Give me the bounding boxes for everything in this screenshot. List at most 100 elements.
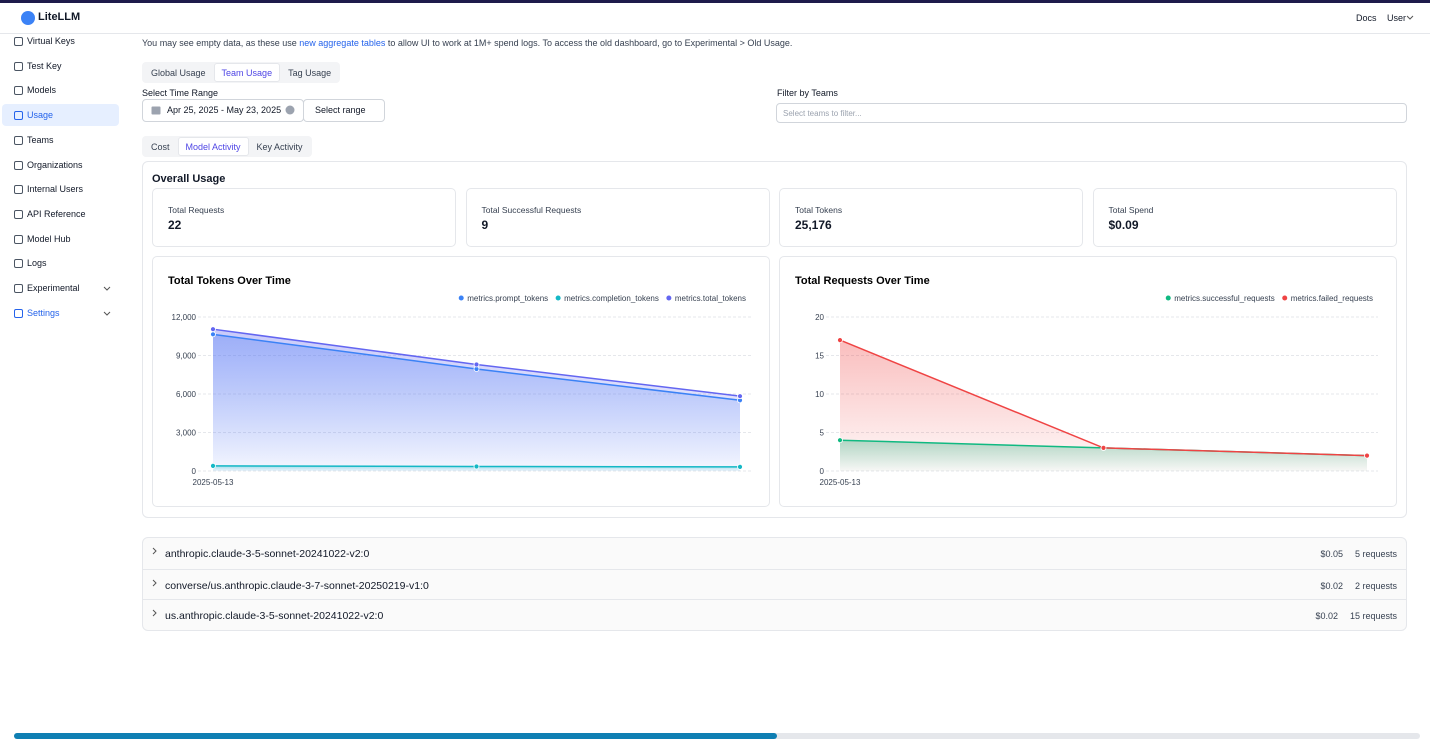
chart-card — [779, 256, 1397, 507]
header: LiteLLM Docs User — [0, 3, 1430, 34]
notice-link[interactable]: new aggregate tables — [299, 38, 386, 48]
nav-icon — [14, 37, 23, 46]
chart-title: Total Requests Over Time — [795, 275, 930, 287]
chart-title: Total Tokens Over Time — [168, 275, 291, 287]
stat-label: Total Successful Requests — [481, 205, 582, 215]
nav-icon — [14, 160, 23, 170]
expand-icon[interactable] — [152, 547, 158, 555]
active-bg — [2, 104, 119, 127]
team-select[interactable]: Select teams to filter... — [776, 103, 1407, 123]
stat-value: 22 — [168, 218, 182, 232]
tab[interactable]: Key Activity — [256, 142, 303, 152]
stat-label: Total Tokens — [795, 205, 843, 215]
y-tick-label: 6,000 — [176, 390, 197, 399]
stat-card: Total Tokens 25,176 — [779, 188, 1083, 247]
legend-dot — [1282, 295, 1288, 301]
calendar-icon — [151, 106, 161, 115]
range-button[interactable]: Select range — [303, 99, 385, 122]
model-row[interactable]: anthropic.claude-3-5-sonnet-20241022-v2:… — [143, 538, 1406, 568]
expand-icon[interactable] — [152, 609, 158, 617]
legend-label: metrics.total_tokens — [675, 294, 746, 303]
y-tick-label: 0 — [820, 467, 825, 476]
model-row[interactable]: converse/us.anthropic.claude-3-7-sonnet-… — [143, 568, 1406, 600]
point — [837, 337, 843, 344]
nav-item[interactable]: Test Key — [27, 60, 62, 71]
nav-item[interactable]: API Reference — [27, 208, 86, 219]
model-row[interactable]: us.anthropic.claude-3-5-sonnet-20241022-… — [143, 599, 1406, 630]
nav-icon — [14, 284, 23, 293]
chevron-path — [152, 609, 157, 617]
tab[interactable]: Cost — [151, 142, 170, 152]
date-value: Apr 25, 2025 - May 23, 2025 — [167, 105, 282, 115]
nav-item[interactable]: Organizations — [27, 159, 83, 170]
nav-icon — [14, 185, 23, 195]
stat-card: Total Successful Requests 9 — [465, 188, 770, 247]
nav-item[interactable]: Model Hub — [27, 233, 71, 244]
user-menu[interactable]: User — [1387, 13, 1407, 23]
model-requests: 5 requests — [1354, 549, 1397, 559]
area — [213, 329, 740, 471]
tab[interactable]: Tag Usage — [288, 68, 332, 78]
chart-card — [152, 256, 770, 507]
nav-item[interactable]: Teams — [27, 134, 54, 145]
brand: LiteLLM — [38, 11, 81, 23]
nav-item[interactable]: Models — [27, 85, 57, 96]
chevron — [103, 311, 111, 316]
point — [210, 326, 216, 333]
tab[interactable]: Model Activity — [177, 137, 249, 156]
model-spend: $0.02 — [1320, 580, 1343, 591]
model-name: us.anthropic.claude-3-5-sonnet-20241022-… — [165, 610, 384, 622]
model-requests: 15 requests — [1349, 611, 1397, 621]
nav-icon — [14, 111, 23, 121]
point — [210, 462, 216, 469]
legend-dot — [1165, 295, 1171, 301]
chevron — [1406, 15, 1414, 20]
y-tick-label: 12,000 — [172, 313, 197, 322]
notice: You may see empty data, as these use new… — [142, 38, 792, 48]
docs-link[interactable]: Docs — [1356, 13, 1377, 23]
overall-title: Overall Usage — [152, 173, 226, 185]
chevron-path — [152, 579, 157, 586]
stat-value: $0.09 — [1108, 218, 1139, 232]
model-list: anthropic.claude-3-5-sonnet-20241022-v2:… — [142, 537, 1407, 631]
point — [473, 463, 480, 470]
model-requests: 2 requests — [1354, 580, 1397, 591]
nav-item[interactable]: Logs — [27, 258, 47, 269]
nav-item[interactable]: Internal Users — [27, 184, 84, 195]
nav-item[interactable]: Experimental — [27, 283, 80, 293]
legend-dot — [555, 295, 561, 301]
nav-item[interactable]: Usage — [27, 110, 54, 121]
nav-item[interactable]: Virtual Keys — [27, 36, 75, 46]
overall-panel — [142, 161, 1407, 518]
tab[interactable]: Team Usage — [213, 63, 281, 82]
y-tick-label: 20 — [815, 313, 824, 322]
nav-icon — [14, 209, 23, 219]
notice-text: You may see empty data, as these use — [142, 38, 297, 48]
subtabs: Cost Model Activity Key Activity — [142, 136, 312, 157]
clear-icon[interactable] — [285, 105, 295, 115]
legend-label: metrics.completion_tokens — [564, 294, 659, 303]
chevron — [103, 286, 111, 291]
legend-dot — [458, 295, 464, 301]
y-tick-label: 0 — [192, 467, 197, 476]
nav-icon — [14, 308, 23, 318]
nav-icon — [14, 86, 23, 96]
chevron-path — [103, 311, 111, 316]
nav-item[interactable]: Settings — [27, 307, 60, 318]
placeholder: Select teams to filter... — [783, 109, 862, 118]
point — [1100, 444, 1107, 451]
y-tick-label: 10 — [815, 390, 824, 399]
area — [840, 340, 1367, 471]
date-picker[interactable]: Apr 25, 2025 - May 23, 2025 — [142, 99, 304, 122]
stat-value: 9 — [481, 218, 489, 232]
model-spend: $0.05 — [1320, 549, 1343, 559]
logo — [21, 11, 35, 25]
stat-label: Total Requests — [168, 205, 225, 215]
point — [473, 361, 480, 368]
expand-icon[interactable] — [152, 579, 158, 587]
tab[interactable]: Global Usage — [151, 68, 206, 78]
nav-icon — [14, 259, 23, 269]
